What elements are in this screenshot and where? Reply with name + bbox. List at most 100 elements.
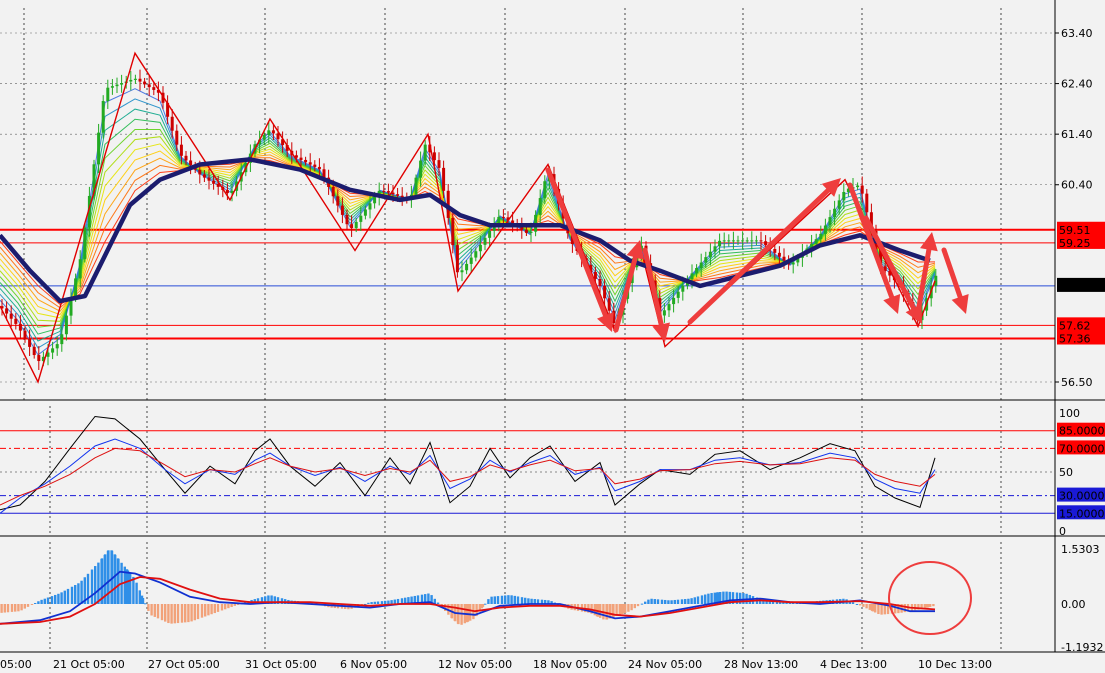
zigzag-series — [0, 51, 936, 384]
time-tick-label: 24 Nov 05:00 — [628, 658, 702, 671]
candle-body — [207, 177, 211, 181]
candle-body — [23, 330, 27, 339]
macd-histogram-bar — [877, 604, 880, 615]
trend-arrow-shaft — [941, 247, 963, 300]
panel-frames — [0, 0, 1105, 653]
price-level-label: 57.62 — [1059, 319, 1091, 332]
macd-histogram-bar — [6, 604, 10, 613]
macd-histogram-bar — [54, 594, 57, 604]
candle-body — [589, 264, 593, 272]
candle-body — [460, 270, 464, 273]
macd-histogram-bar — [410, 596, 413, 604]
macd-histogram-bar — [407, 597, 410, 604]
macd-histogram-bar — [673, 599, 676, 604]
stochastic-panel — [0, 415, 1055, 514]
macd-histogram-bar — [230, 604, 233, 608]
macd-histogram-bar — [768, 600, 771, 604]
candle-body — [593, 271, 597, 279]
macd-histogram-bar — [917, 604, 920, 610]
candle-body — [501, 216, 505, 218]
macd-histogram-bar — [276, 597, 280, 604]
macd-histogram-bar — [204, 604, 207, 617]
candle-body — [888, 270, 892, 276]
candle-body — [317, 166, 321, 170]
macd-histogram-bar — [380, 601, 384, 604]
macd-histogram-bar — [213, 604, 216, 614]
macd-histogram-bar — [160, 604, 164, 621]
annotation-arrows — [545, 167, 969, 342]
candle-body — [428, 144, 432, 153]
macd-histogram-bar — [224, 604, 227, 610]
candle-body — [543, 181, 547, 199]
stochastic-tick-label: 85.0000 — [1059, 425, 1105, 438]
candle-body — [497, 216, 501, 224]
macd-histogram-bar — [0, 604, 3, 613]
candle-body — [782, 256, 786, 261]
macd-histogram-bar — [123, 566, 126, 604]
macd-histogram-bar — [504, 595, 507, 604]
macd-histogram-bar — [487, 599, 490, 604]
macd-histogram-bar — [932, 604, 935, 607]
macd-histogram-bar — [862, 604, 865, 607]
macd-histogram-bar — [533, 599, 536, 604]
macd-histogram-bar — [40, 599, 43, 604]
candle-body — [74, 278, 78, 298]
candle-body — [115, 84, 119, 87]
macd-histogram-bar — [34, 602, 37, 604]
candle-body — [106, 87, 110, 102]
trend-arrow-head — [951, 294, 969, 314]
stochastic-tick-label-box — [1057, 487, 1105, 502]
candle-body — [120, 83, 124, 85]
stochastic-tick-label: 100 — [1059, 407, 1080, 420]
candle-body — [791, 262, 795, 265]
candle-body — [736, 240, 740, 242]
candle-body — [336, 196, 340, 206]
trend-arrow-shaft — [847, 182, 895, 300]
macd-histogram-bar — [260, 597, 264, 604]
candle-body — [258, 139, 262, 145]
macd-histogram-bar — [605, 604, 609, 620]
macd-histogram-bar — [620, 604, 624, 615]
time-tick-label: 31 Oct 05:00 — [245, 658, 317, 671]
macd-histogram-bar — [670, 600, 673, 604]
macd-histogram-bar — [364, 603, 367, 605]
macd-tick-label: 0.00 — [1061, 598, 1086, 611]
price-tick-label: 56.50 — [1061, 376, 1093, 389]
candle-body — [750, 240, 754, 242]
macd-histogram-bar — [664, 599, 667, 604]
macd-histogram-bar — [80, 580, 83, 604]
macd-histogram-bar — [193, 604, 196, 621]
candle-body — [143, 81, 147, 85]
zigzag-line — [0, 51, 936, 384]
macd-histogram-bar — [46, 597, 50, 604]
macd-histogram-bar — [427, 593, 430, 604]
candle-body — [304, 159, 308, 163]
candle-body — [161, 92, 165, 103]
macd-histogram-bar — [107, 550, 110, 604]
candle-body — [442, 167, 446, 191]
trend-arrow-head — [626, 240, 645, 260]
candle-body — [672, 297, 676, 305]
price-level-label-box — [1057, 277, 1105, 292]
candle-body — [856, 185, 860, 188]
macd-histogram-bar — [23, 604, 26, 609]
stochastic-line — [0, 438, 936, 514]
candle-body — [865, 193, 869, 213]
candle-body — [345, 214, 349, 225]
macd-histogram-bar — [874, 604, 877, 613]
candle-body — [777, 252, 781, 257]
macd-histogram-bar — [220, 604, 224, 611]
trend-arrow-head — [652, 322, 670, 342]
candle-body — [184, 155, 188, 161]
macd-histogram-bar — [60, 592, 63, 604]
price-tick-label: 62.40 — [1061, 78, 1093, 91]
macd-histogram-bar — [713, 592, 716, 604]
macd-histogram-bar — [520, 597, 524, 604]
candle-body — [708, 251, 712, 258]
candle-body — [382, 190, 386, 192]
candle-body — [152, 87, 156, 90]
macd-histogram-bar — [37, 601, 40, 604]
candle-body — [432, 152, 436, 161]
candle-body — [363, 209, 367, 216]
macd-histogram-bar — [644, 601, 647, 604]
